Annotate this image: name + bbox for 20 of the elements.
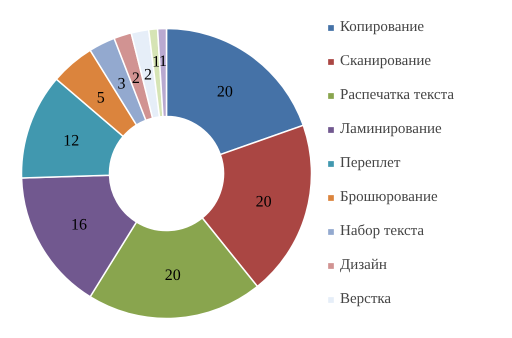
- legend-label: Распечатка текста: [340, 87, 454, 104]
- data-label: 12: [63, 132, 80, 150]
- legend-label: Дизайн: [340, 257, 387, 274]
- legend-label: Набор текста: [340, 223, 424, 240]
- data-label: 20: [256, 194, 272, 211]
- data-label: 20: [164, 266, 181, 284]
- legend-label: Брошюрование: [340, 189, 438, 206]
- data-label: 2: [132, 70, 140, 87]
- legend-label: Верстка: [340, 291, 392, 308]
- legend-label: Ламинирование: [340, 121, 442, 138]
- legend-label: Сканирование: [340, 53, 432, 70]
- data-label: 5: [96, 89, 105, 106]
- data-label: 20: [216, 84, 233, 101]
- data-label: 3: [117, 76, 126, 93]
- legend-label: Переплет: [340, 155, 400, 172]
- data-label: 2: [144, 66, 152, 84]
- legend-label: Копирование: [340, 19, 424, 36]
- data-label: 1: [152, 53, 160, 70]
- data-label: 16: [71, 216, 88, 234]
- data-label: 1: [159, 53, 168, 70]
